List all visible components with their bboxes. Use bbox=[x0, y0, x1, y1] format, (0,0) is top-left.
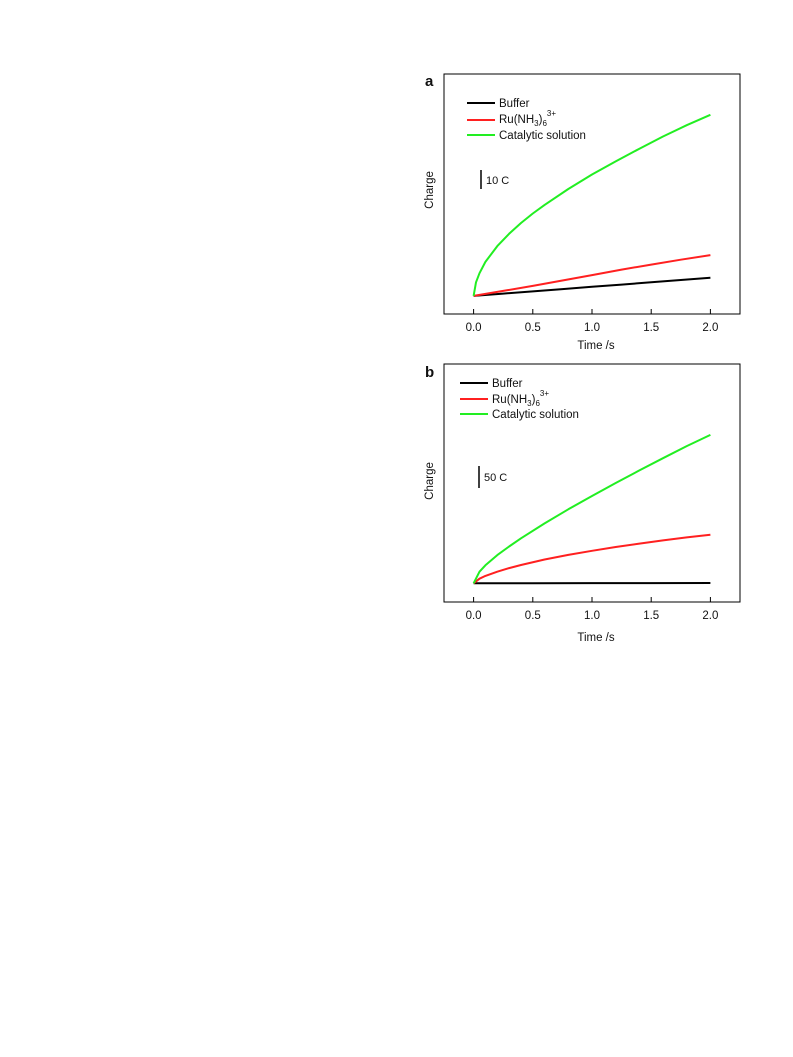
panel-a-series-buffer bbox=[473, 276, 711, 297]
panel-b-x-ticks: 0.0 0.5 1.0 1.5 2.0 bbox=[466, 597, 718, 622]
panel-a-x-ticks: 0.0 0.5 1.0 1.5 2.0 bbox=[466, 309, 718, 334]
panel-a-legend-label-buffer: Buffer bbox=[499, 98, 530, 110]
panel-b-x-axis-title: Time /s bbox=[577, 632, 615, 644]
panel-b-scale-bar-label: 50 C bbox=[484, 472, 507, 484]
panel-a-series bbox=[472, 113, 711, 297]
panel-b-x-tick-label: 0.5 bbox=[525, 610, 541, 622]
panel-a-legend-ru-sup: 3+ bbox=[547, 109, 556, 118]
panel-a-x-tick-label: 0.5 bbox=[525, 322, 541, 334]
panel-a-legend-ru-mid: ) bbox=[539, 114, 543, 126]
panel-b-letter: b bbox=[425, 364, 434, 381]
panel-a-series-catalytic-solution bbox=[472, 113, 711, 297]
panel-b-x-tick-label: 1.5 bbox=[643, 610, 659, 622]
panel-a-x-tick-label: 2.0 bbox=[702, 322, 718, 334]
panel-b-y-axis-title: Charge bbox=[424, 462, 436, 500]
panel-a-x-tick-label: 0.0 bbox=[466, 322, 482, 334]
panel-a-legend-label-catalytic: Catalytic solution bbox=[499, 130, 586, 142]
panel-a-x-tick-label: 1.0 bbox=[584, 322, 600, 334]
panel-a-letter: a bbox=[425, 73, 434, 90]
panel-b-legend: Buffer Ru(NH3)63+ Catalytic solution bbox=[460, 378, 579, 421]
panel-a-legend-ru-sub1: 3 bbox=[534, 119, 539, 128]
panel-b-series-catalytic-solution bbox=[472, 433, 711, 584]
panel-b-legend-label-ru: Ru(NH3)63+ bbox=[492, 389, 549, 408]
panel-b-legend-ru-sup: 3+ bbox=[540, 389, 549, 398]
panel-b-x-tick-label: 2.0 bbox=[702, 610, 718, 622]
panel-b-legend-label-buffer: Buffer bbox=[492, 378, 523, 390]
panel-a-scale-bar: 10 C bbox=[480, 170, 509, 189]
panel-b: b 0.0 0.5 1.0 1.5 2.0 Time /s Charge 50 C Bu… bbox=[424, 363, 741, 644]
panel-a-legend: Buffer Ru(NH3)63+ Catalytic solution bbox=[467, 98, 586, 142]
panel-a-legend-ru-sub2: 6 bbox=[542, 119, 547, 128]
panel-b-series-ru-nh3-6-3 bbox=[472, 533, 711, 585]
panel-b-legend-label-catalytic: Catalytic solution bbox=[492, 409, 579, 421]
panel-a: a 0.0 0.5 1.0 1.5 2.0 Time /s Charge 10 C Bu… bbox=[424, 73, 741, 352]
panel-a-legend-label-ru: Ru(NH3)63+ bbox=[499, 109, 556, 128]
panel-a-legend-ru-main: Ru(NH bbox=[499, 114, 534, 126]
panel-b-scale-bar: 50 C bbox=[478, 466, 507, 488]
panel-a-x-tick-label: 1.5 bbox=[643, 322, 659, 334]
panel-b-x-tick-label: 1.0 bbox=[584, 610, 600, 622]
panel-b-series bbox=[472, 433, 711, 585]
panel-a-scale-bar-label: 10 C bbox=[486, 175, 509, 187]
panel-b-legend-ru-main: Ru(NH bbox=[492, 394, 527, 406]
panel-b-legend-ru-sub2: 6 bbox=[535, 399, 540, 408]
panel-b-legend-ru-sub1: 3 bbox=[527, 399, 532, 408]
panel-b-legend-ru-mid: ) bbox=[532, 394, 536, 406]
panel-a-series-ru-nh3-6-3 bbox=[473, 254, 711, 297]
panel-b-x-tick-label: 0.0 bbox=[466, 610, 482, 622]
panel-a-y-axis-title: Charge bbox=[424, 171, 436, 209]
panel-a-x-axis-title: Time /s bbox=[577, 340, 615, 352]
